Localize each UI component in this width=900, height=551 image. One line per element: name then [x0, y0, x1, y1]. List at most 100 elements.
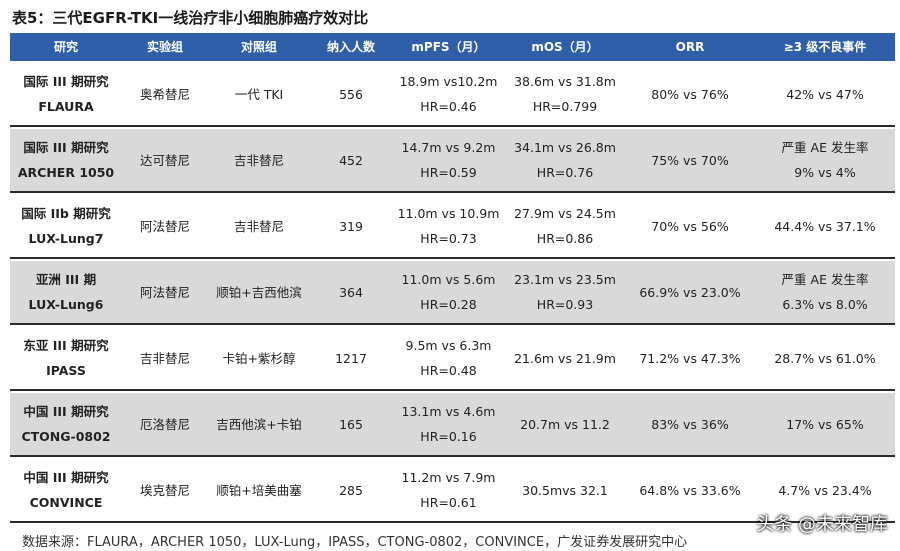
cell-text: 11.0m vs 5.6m [401, 272, 496, 287]
cell-text: IPASS [46, 363, 86, 378]
cell-text: 顺铂+培美曲塞 [216, 482, 302, 498]
table-cell: 452 [310, 129, 392, 191]
header-cell: 研究 [53, 39, 78, 54]
cell-text: 30.5mvs 32.1 [522, 482, 608, 498]
cell-text: 6.3% vs 8.0% [782, 297, 868, 312]
table-cell: 卡铂+紫杉醇 [208, 327, 310, 389]
cell-text: 国际 III 期研究 [23, 74, 109, 89]
table-cell: 14.7m vs 9.2m HR=0.59 [392, 129, 505, 191]
cell-text: 556 [339, 86, 363, 102]
cell-text: 21.6m vs 21.9m [514, 350, 616, 366]
table-cell: 国际 III 期研究 FLAURA [10, 63, 122, 125]
cell-text: 阿法替尼 [139, 284, 190, 300]
cell-text: 吉非替尼 [233, 152, 284, 168]
cell-text: LUX-Lung7 [28, 231, 104, 246]
cell-text: 吉非替尼 [139, 350, 190, 366]
cell-text: LUX-Lung6 [28, 297, 104, 312]
header-cell: 实验组 [146, 39, 183, 54]
table-cell: 吉非替尼 [122, 327, 208, 389]
cell-text: ARCHER 1050 [17, 165, 115, 180]
cell-text: 一代 TKI [234, 86, 284, 102]
table-cell: 阿法替尼 [122, 261, 208, 323]
table-cell: 一代 TKI [208, 63, 310, 125]
cell-text: 中国 III 期研究 [23, 404, 109, 419]
table-cell: 阿法替尼 [122, 195, 208, 257]
cell-text: FLAURA [38, 99, 94, 114]
table-cell: 80% vs 76% [625, 63, 755, 125]
table-cell: 70% vs 56% [625, 195, 755, 257]
cell-text: 国际 IIb 期研究 [21, 206, 111, 221]
cell-text: 亚洲 III 期 [35, 272, 97, 287]
source: 数据来源：FLAURA，ARCHER 1050，LUX-Lung，IPASS，C… [22, 535, 688, 550]
table-cell: 83% vs 36% [625, 393, 755, 455]
cell-text: 厄洛替尼 [139, 416, 190, 432]
cell-text: 11.0m vs 10.9m [397, 206, 500, 221]
cell-text: 319 [339, 218, 363, 234]
table-cell: 44.4% vs 37.1% [755, 195, 895, 257]
table-cell: 28.7% vs 61.0% [755, 327, 895, 389]
cell-text: 11.2m vs 7.9m [401, 470, 496, 485]
table-cell: 国际 IIb 期研究 LUX-Lung7 [10, 195, 122, 257]
table-header: 研究 实验组 对照组 纳入人数 mPFS（月） mOS（月） ORR ≥3 级不良事件 [10, 33, 895, 61]
table-cell: 165 [310, 393, 392, 455]
cell-text: 165 [339, 416, 363, 432]
cell-text: 17% vs 65% [786, 416, 864, 432]
table-cell: 23.1m vs 23.5m HR=0.93 [505, 261, 625, 323]
cell-text: HR=0.28 [420, 297, 477, 312]
table-cell: 13.1m vs 4.6m HR=0.16 [392, 393, 505, 455]
cell-text: 卡铂+紫杉醇 [222, 350, 296, 366]
header-cell: mPFS（月） [411, 39, 486, 54]
table-cell: 30.5mvs 32.1 [505, 459, 625, 521]
cell-text: 44.4% vs 37.1% [774, 218, 876, 234]
cell-text: 中国 III 期研究 [23, 470, 109, 485]
table-cell: 达可替尼 [122, 129, 208, 191]
cell-text: HR=0.61 [420, 495, 477, 510]
table-row: 国际 IIb 期研究 LUX-Lung7 阿法替尼 吉非替尼 319 11.0m vs 1… [10, 195, 895, 259]
header-cell: 纳入人数 [326, 39, 375, 54]
cell-text: 国际 III 期研究 [23, 140, 109, 155]
table-cell: 埃克替尼 [122, 459, 208, 521]
header-cell: 对照组 [240, 39, 277, 54]
cell-text: 4.7% vs 23.4% [778, 482, 872, 498]
table-cell: 17% vs 65% [755, 393, 895, 455]
cell-text: 27.9m vs 24.5m [514, 206, 616, 221]
cell-text: HR=0.86 [536, 231, 594, 246]
cell-text: 364 [339, 284, 363, 300]
cell-text: 71.2% vs 47.3% [639, 350, 741, 366]
table-cell: 285 [310, 459, 392, 521]
table-cell: 顺铂+培美曲塞 [208, 459, 310, 521]
table-cell: 18.9m vs10.2m HR=0.46 [392, 63, 505, 125]
table-cell: 66.9% vs 23.0% [625, 261, 755, 323]
cell-text: 顺铂+吉西他滨 [216, 284, 302, 300]
watermark: 头条 @未来智库 [756, 514, 888, 535]
table-cell: 42% vs 47% [755, 63, 895, 125]
cell-text: 66.9% vs 23.0% [639, 284, 741, 300]
table-cell: 严重 AE 发生率 9% vs 4% [755, 129, 895, 191]
table-row: 亚洲 III 期 LUX-Lung6 阿法替尼 顺铂+吉西他滨 364 11.0m vs … [10, 261, 895, 325]
cell-text: 9.5m vs 6.3m [405, 338, 492, 353]
cell-text: 452 [339, 152, 363, 168]
table-cell: 11.0m vs 10.9m HR=0.73 [392, 195, 505, 257]
table-cell: 364 [310, 261, 392, 323]
table-cell: 20.7m vs 11.2 [505, 393, 625, 455]
table-cell: 吉西他滨+卡铂 [208, 393, 310, 455]
cell-text: 14.7m vs 9.2m [401, 140, 496, 155]
table-row: 国际 III 期研究 ARCHER 1050 达可替尼 吉非替尼 452 14.7m vs… [10, 129, 895, 193]
table-cell: 9.5m vs 6.3m HR=0.48 [392, 327, 505, 389]
cell-text: HR=0.93 [536, 297, 594, 312]
table-cell: 75% vs 70% [625, 129, 755, 191]
table-cell: 吉非替尼 [208, 195, 310, 257]
cell-text: 9% vs 4% [794, 165, 856, 180]
table-cell: 中国 III 期研究 CTONG-0802 [10, 393, 122, 455]
cell-text: 23.1m vs 23.5m [514, 272, 616, 287]
cell-text: 吉西他滨+卡铂 [216, 416, 302, 432]
table-row: 国际 III 期研究 FLAURA 奥希替尼 一代 TKI 556 18.9m vs10.… [10, 63, 895, 127]
table-cell: 34.1m vs 26.8m HR=0.76 [505, 129, 625, 191]
cell-text: HR=0.48 [420, 363, 477, 378]
cell-text: 20.7m vs 11.2 [520, 416, 610, 432]
cell-text: HR=0.73 [420, 231, 477, 246]
cell-text: 严重 AE 发生率 [781, 140, 869, 155]
table-cell: 1217 [310, 327, 392, 389]
table-cell: 吉非替尼 [208, 129, 310, 191]
